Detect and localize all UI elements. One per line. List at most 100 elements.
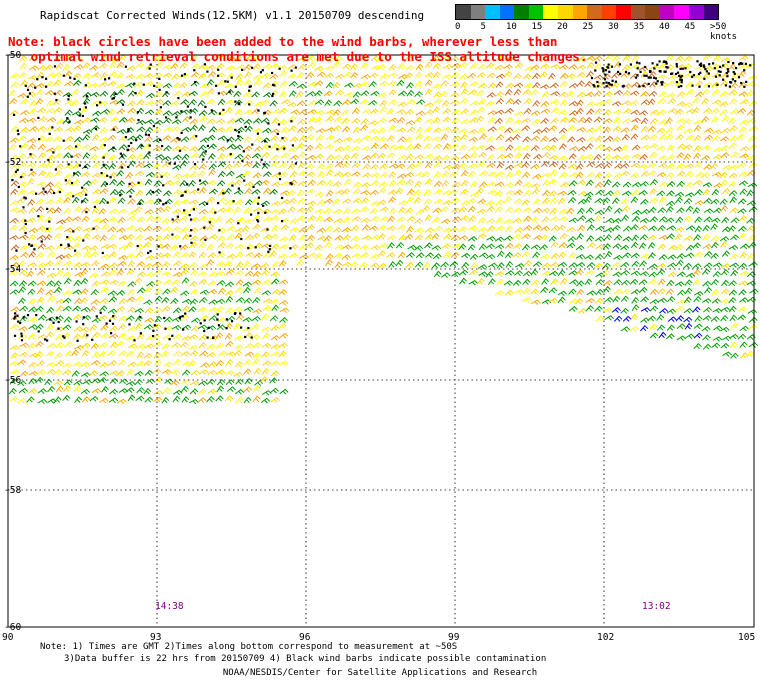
wind-barb [361,82,369,87]
wind-barb [83,74,91,79]
wind-barb [117,270,124,276]
wind-barb [621,308,629,313]
flag-dot [63,75,65,77]
wind-barb [54,397,61,403]
wind-barb [110,280,119,285]
flag-dot [269,245,271,247]
wind-barb [594,155,602,160]
wind-barb [199,252,206,258]
flag-dot [656,64,658,66]
wind-barb [749,318,757,323]
wind-barb [55,153,63,158]
flag-dot [190,229,192,231]
wind-barb [650,180,657,186]
wind-barb [694,153,701,159]
wind-barb [388,100,396,105]
wind-barb [217,386,224,392]
wind-barb [668,99,676,104]
wind-barb [10,256,19,261]
wind-barb [73,154,82,159]
wind-barb [217,64,225,69]
wind-barb [559,253,566,259]
wind-barb [279,351,286,357]
wind-barb [199,216,207,221]
wind-barb [263,128,272,133]
wind-barb [181,386,188,392]
wind-barb [110,379,118,384]
wind-barb [640,288,648,293]
wind-barb [209,144,217,149]
wind-barb [55,170,62,176]
wind-barb [703,281,711,286]
wind-barb [614,235,622,240]
wind-barb [218,243,226,248]
wind-barb [713,272,721,277]
wind-barb [541,128,549,133]
wind-barb [306,172,315,177]
wind-barb [721,307,730,311]
flag-dot [103,164,105,166]
wind-barb [713,136,720,141]
wind-barb [405,234,413,239]
wind-barb [306,73,314,78]
wind-barb [135,372,144,377]
flag-dot [240,238,242,240]
flag-dot [171,335,173,337]
wind-barb [162,351,169,357]
wind-barb [531,270,538,276]
wind-barb [667,164,675,169]
wind-barb [497,163,504,169]
wind-barb [560,182,568,187]
wind-barb [721,270,728,275]
wind-barb [659,236,668,240]
wind-barb [352,119,360,124]
flag-dot [706,70,708,72]
wind-barb [415,73,422,79]
wind-barb [586,306,593,312]
wind-barb [434,200,443,205]
wind-barb [478,265,487,270]
wind-barb [487,207,495,212]
wind-barb [344,217,351,223]
wind-barb [389,262,396,268]
wind-barb [720,92,728,97]
flag-dot [182,194,184,196]
wind-barb [235,288,243,293]
wind-barb [468,73,476,78]
wind-barb [37,235,46,240]
wind-barb [614,316,622,321]
wind-barb [335,236,344,241]
wind-barb [9,90,16,96]
wind-barb [262,153,270,158]
wind-barb [335,262,342,268]
wind-barb [729,281,737,286]
wind-barb [549,162,558,167]
wind-barb [657,173,666,178]
wind-barb [56,335,63,341]
wind-barb [128,155,136,160]
wind-barb [207,245,214,251]
flag-dot [129,195,131,197]
wind-barb [487,73,495,78]
wind-barb [506,191,515,195]
wind-barb [522,119,531,123]
wind-barb [198,272,207,276]
wind-barb [721,180,728,186]
wind-barb [496,200,504,205]
wind-barb [612,263,621,268]
wind-barb [478,218,486,224]
wind-barb [90,371,98,376]
wind-barb [452,217,461,222]
wind-barb [396,243,404,248]
flag-dot [130,142,132,144]
wind-barb [82,351,89,357]
flag-dot [597,85,599,87]
wind-barb [20,343,29,347]
wind-barb [459,163,467,168]
wind-barb [613,297,620,303]
wind-barb [677,324,685,329]
wind-barb [288,207,295,213]
wind-barb [443,165,452,169]
wind-barb [702,173,710,178]
wind-barb [271,202,280,207]
